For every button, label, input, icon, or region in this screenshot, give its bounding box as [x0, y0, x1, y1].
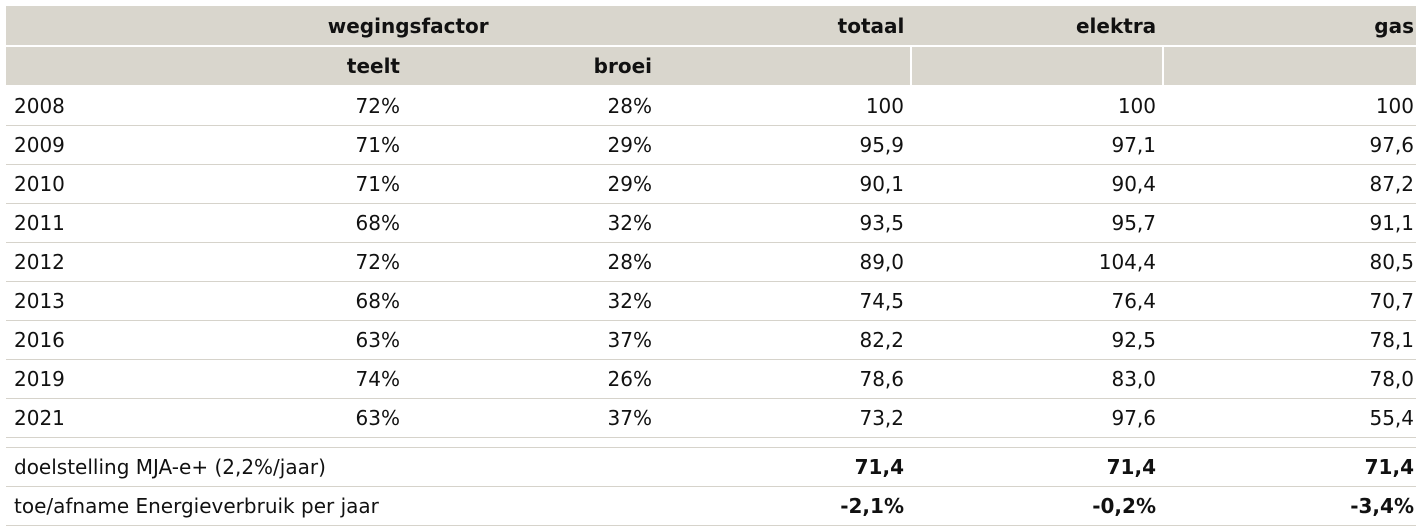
cell-broei: 29% [607, 133, 652, 157]
cell-year: 2013 [14, 289, 65, 313]
cell-totaal: 89,0 [859, 250, 904, 274]
cell-totaal: 90,1 [859, 172, 904, 196]
header-elektra: elektra [1075, 13, 1157, 38]
cell-broei: 37% [607, 328, 652, 352]
cell-teelt: 74% [355, 367, 400, 391]
header-empty-cell [6, 6, 156, 45]
cell-broei: 29% [607, 172, 652, 196]
cell-year: 2010 [14, 172, 65, 196]
header-teelt: teelt [346, 54, 400, 78]
header-broei: broei [593, 54, 652, 78]
header-empty-cell [660, 47, 912, 85]
cell-elektra: 90,4 [1111, 172, 1156, 196]
cell-totaal: 82,2 [859, 328, 904, 352]
cell-gas: 70,7 [1369, 289, 1414, 313]
summary-label: toe/afname Energieverbruik per jaar [14, 494, 379, 518]
cell-year: 2019 [14, 367, 65, 391]
summary-elektra: -0,2% [1092, 494, 1156, 518]
cell-teelt: 71% [355, 133, 400, 157]
summary-label: doelstelling MJA-e+ (2,2%/jaar) [14, 455, 326, 479]
table-row: 2008 72% 28% 100 100 100 [6, 87, 1416, 126]
header-totaal: totaal [837, 13, 905, 38]
table-row: 2010 71% 29% 90,1 90,4 87,2 [6, 165, 1416, 204]
cell-teelt: 68% [355, 211, 400, 235]
cell-gas: 55,4 [1369, 406, 1414, 430]
cell-year: 2021 [14, 406, 65, 430]
cell-broei: 37% [607, 406, 652, 430]
header-empty-cell [6, 47, 156, 85]
header-gas: gas [1374, 13, 1414, 38]
cell-totaal: 95,9 [859, 133, 904, 157]
cell-gas: 87,2 [1369, 172, 1414, 196]
table-header-row-2: teelt broei [6, 47, 1416, 87]
cell-teelt: 63% [355, 328, 400, 352]
cell-broei: 32% [607, 289, 652, 313]
cell-year: 2009 [14, 133, 65, 157]
cell-gas: 91,1 [1369, 211, 1414, 235]
summary-row-target: doelstelling MJA-e+ (2,2%/jaar) 71,4 71,… [6, 448, 1416, 487]
summary-gas: -3,4% [1350, 494, 1414, 518]
cell-year: 2008 [14, 94, 65, 118]
table-row: 2009 71% 29% 95,9 97,1 97,6 [6, 126, 1416, 165]
table-row: 2011 68% 32% 93,5 95,7 91,1 [6, 204, 1416, 243]
cell-elektra: 97,6 [1111, 406, 1156, 430]
cell-teelt: 63% [355, 406, 400, 430]
cell-teelt: 72% [355, 250, 400, 274]
summary-totaal: -2,1% [840, 494, 904, 518]
summary-gas: 71,4 [1364, 455, 1414, 479]
cell-totaal: 100 [865, 94, 904, 118]
table-body: 2008 72% 28% 100 100 100 2009 71% 29% 95… [6, 87, 1416, 438]
cell-broei: 26% [607, 367, 652, 391]
header-wegingsfactor: wegingsfactor [327, 13, 489, 38]
table-row: 2012 72% 28% 89,0 104,4 80,5 [6, 243, 1416, 282]
cell-teelt: 72% [355, 94, 400, 118]
cell-gas: 100 [1375, 94, 1414, 118]
table-row: 2016 63% 37% 82,2 92,5 78,1 [6, 321, 1416, 360]
cell-elektra: 76,4 [1111, 289, 1156, 313]
summary-totaal: 71,4 [854, 455, 904, 479]
summary-row-change: toe/afname Energieverbruik per jaar -2,1… [6, 487, 1416, 526]
cell-broei: 32% [607, 211, 652, 235]
cell-year: 2016 [14, 328, 65, 352]
cell-totaal: 74,5 [859, 289, 904, 313]
table-header-row-1: wegingsfactor totaal elektra gas [6, 6, 1416, 47]
cell-teelt: 68% [355, 289, 400, 313]
cell-gas: 97,6 [1369, 133, 1414, 157]
cell-totaal: 93,5 [859, 211, 904, 235]
cell-elektra: 100 [1117, 94, 1156, 118]
cell-elektra: 95,7 [1111, 211, 1156, 235]
cell-elektra: 104,4 [1098, 250, 1156, 274]
section-spacer [6, 438, 1416, 448]
table-row: 2019 74% 26% 78,6 83,0 78,0 [6, 360, 1416, 399]
header-empty-cell [1164, 47, 1416, 85]
cell-broei: 28% [607, 94, 652, 118]
cell-totaal: 78,6 [859, 367, 904, 391]
energy-index-table: wegingsfactor totaal elektra gas teelt b… [6, 6, 1416, 526]
cell-gas: 78,1 [1369, 328, 1414, 352]
summary-elektra: 71,4 [1106, 455, 1156, 479]
table-row: 2013 68% 32% 74,5 76,4 70,7 [6, 282, 1416, 321]
cell-elektra: 83,0 [1111, 367, 1156, 391]
cell-elektra: 97,1 [1111, 133, 1156, 157]
cell-year: 2012 [14, 250, 65, 274]
header-empty-cell [912, 47, 1164, 85]
cell-gas: 80,5 [1369, 250, 1414, 274]
cell-gas: 78,0 [1369, 367, 1414, 391]
cell-broei: 28% [607, 250, 652, 274]
cell-elektra: 92,5 [1111, 328, 1156, 352]
cell-totaal: 73,2 [859, 406, 904, 430]
cell-teelt: 71% [355, 172, 400, 196]
table-row: 2021 63% 37% 73,2 97,6 55,4 [6, 399, 1416, 438]
cell-year: 2011 [14, 211, 65, 235]
